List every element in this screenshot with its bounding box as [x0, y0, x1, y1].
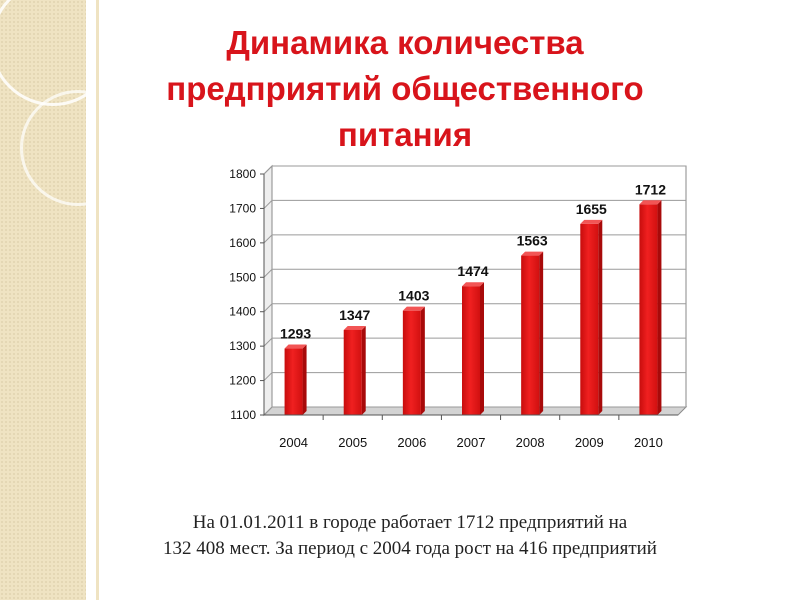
- slide-title-line: предприятий общественного: [166, 70, 644, 107]
- x-tick-label: 2007: [457, 435, 486, 450]
- y-tick-label: 1800: [229, 167, 256, 181]
- bar-value-label: 1403: [398, 288, 429, 304]
- bar-top: [580, 219, 603, 224]
- decorative-ring: [20, 90, 136, 206]
- y-tick-label: 1200: [229, 374, 256, 388]
- x-tick-label: 2005: [338, 435, 367, 450]
- bar-front: [639, 204, 658, 415]
- bar: [462, 282, 484, 415]
- bar-top: [462, 282, 484, 287]
- x-tick-label: 2004: [279, 435, 308, 450]
- caption-line: На 01.01.2011 в городе работает 1712 пре…: [192, 512, 628, 533]
- y-axis: 1100 1200 1300 1400 1500 1600 1700 1800: [229, 167, 265, 422]
- gridline: [263, 234, 686, 244]
- bar-chart: 1100 1200 1300 1400 1500 1600 1700 1800 1293 134…: [229, 164, 688, 450]
- y-tick-label: 1500: [229, 270, 256, 284]
- bar-value-label: 1347: [339, 307, 370, 323]
- slide-title: Динамика количества предприятий обществе…: [100, 20, 710, 158]
- y-tick-label: 1700: [229, 201, 256, 215]
- bar-front: [402, 310, 421, 415]
- gridline: [263, 165, 686, 175]
- bar-top: [521, 251, 544, 256]
- slide-title-line: Динамика количества: [226, 24, 584, 61]
- y-tick-label: 1400: [229, 305, 256, 319]
- slide-caption: На 01.01.2011 в городе работает 1712 пре…: [70, 510, 750, 562]
- bar-value-label: 1563: [517, 233, 548, 249]
- caption-line: 132 408 мест. За период с 2004 года рост…: [163, 538, 657, 559]
- bar: [580, 219, 603, 415]
- bar-top: [402, 306, 425, 311]
- x-tick-label: 2008: [516, 435, 545, 450]
- chart-gridlines: [263, 165, 686, 416]
- x-tick-label: 2006: [397, 435, 426, 450]
- gridline: [263, 303, 686, 313]
- slide-title-line: питания: [337, 116, 473, 153]
- bar: [284, 344, 307, 415]
- bar-side: [657, 200, 662, 415]
- bar-front: [521, 255, 540, 415]
- bar-side: [361, 325, 366, 415]
- x-axis: 2004 2005 2006 2007 2008 2009 2010: [264, 414, 678, 450]
- gridline: [263, 372, 686, 381]
- bar-front: [284, 348, 303, 415]
- bar: [639, 200, 662, 415]
- gridline: [263, 406, 686, 416]
- gridline: [263, 199, 686, 209]
- bar-front: [343, 329, 362, 415]
- bar-value-label: 1293: [280, 326, 311, 342]
- chart-bars: [284, 200, 662, 415]
- y-tick-label: 1100: [230, 408, 256, 422]
- bar-front: [462, 286, 480, 415]
- x-tick-label: 2009: [575, 435, 604, 450]
- bar-front: [580, 223, 599, 415]
- y-tick-label: 1600: [229, 236, 256, 250]
- gridline: [263, 337, 686, 347]
- bar-top: [343, 325, 366, 330]
- bar-side: [420, 306, 425, 415]
- bar-value-label: 1474: [457, 263, 488, 279]
- y-tick-label: 1300: [229, 339, 256, 353]
- chart-side-wall: [263, 164, 273, 417]
- bar-value-label: 1655: [576, 201, 607, 217]
- decorative-side-rule: [96, 0, 99, 600]
- decorative-side-panel: [0, 0, 136, 600]
- bar: [402, 306, 425, 415]
- x-tick-label: 2010: [634, 435, 663, 450]
- bar-top: [639, 200, 662, 205]
- chart-data-labels: 1293 1347 1403 1474 1563 1655 1712: [280, 181, 666, 341]
- bar-side: [480, 282, 484, 415]
- bar-top: [284, 344, 307, 349]
- bar-value-label: 1712: [635, 181, 666, 197]
- bar-side: [539, 251, 544, 415]
- bar-side: [598, 219, 603, 415]
- bar-side: [302, 344, 307, 415]
- gridline: [263, 268, 686, 278]
- bar: [343, 325, 366, 415]
- bar: [521, 251, 544, 415]
